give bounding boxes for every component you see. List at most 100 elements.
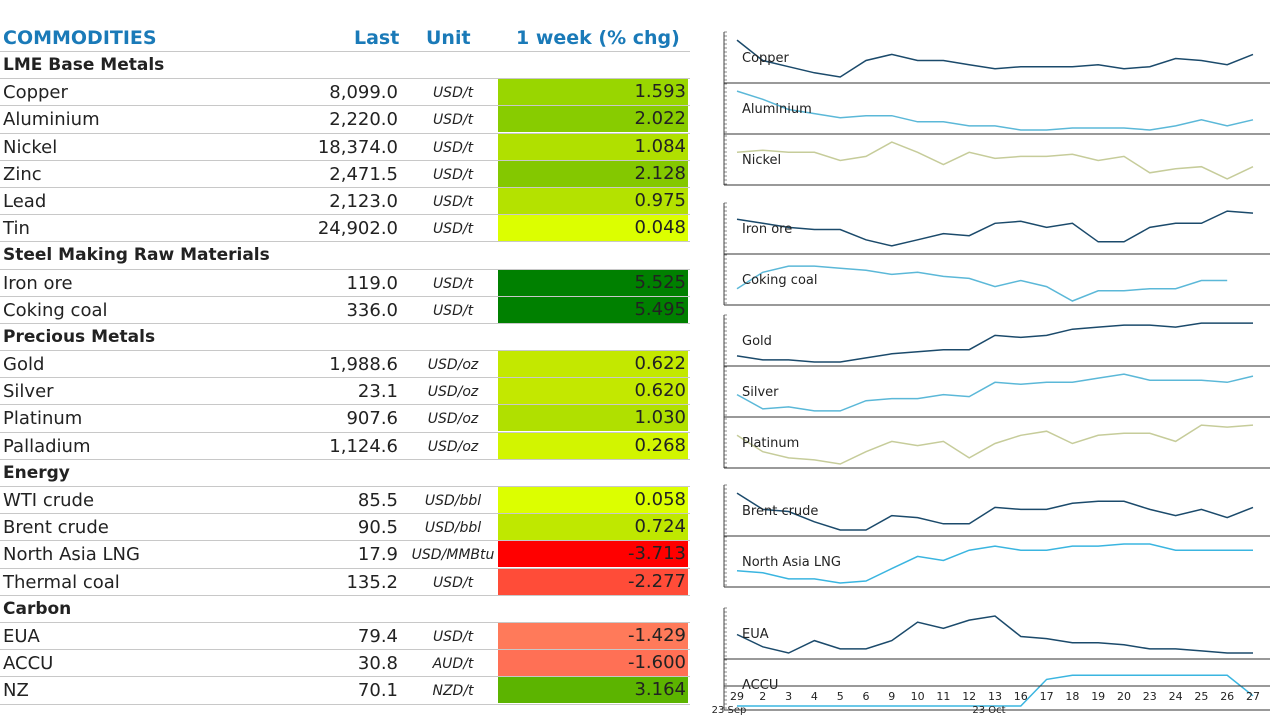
commodity-name: Lead [3, 190, 47, 212]
last-price: 70.1 [357, 680, 398, 702]
x-tick-label: 4 [811, 690, 818, 703]
x-tick-label: 27 [1246, 690, 1260, 703]
commodity-name: Copper [3, 82, 68, 104]
x-tick-label: 13 [988, 690, 1002, 703]
table-row[interactable]: Aluminium 2,220.0 USD/t 2.022 [0, 106, 690, 134]
last-price: 90.5 [357, 517, 398, 539]
unit-label: USD/oz [427, 357, 479, 374]
sparkline-label: EUA [742, 627, 769, 642]
unit-label: AUD/t [432, 656, 474, 673]
table-row[interactable]: Tin 24,902.0 USD/t 0.048 [0, 215, 690, 243]
sparkline-label: Silver [742, 385, 779, 400]
category-label: Energy [3, 462, 70, 483]
category-row: LME Base Metals [0, 52, 690, 80]
table-row[interactable]: North Asia LNG 17.9 USD/MMBtu -3.713 [0, 541, 690, 569]
change-cell: 3.164 [498, 677, 688, 704]
commodity-name: WTI crude [3, 490, 95, 511]
last-price: 2,123.0 [329, 190, 398, 212]
last-price: 23.1 [357, 381, 398, 403]
unit-label: USD/t [432, 221, 474, 238]
unit-label: USD/t [432, 574, 474, 591]
table-row[interactable]: Lead 2,123.0 USD/t 0.975 [0, 187, 690, 216]
commodity-name: NZ [3, 680, 29, 702]
last-price: 79.4 [357, 625, 398, 647]
last-price: 119.0 [346, 272, 398, 294]
change-cell: 1.030 [498, 405, 688, 432]
last-price: 1,124.6 [329, 435, 398, 457]
table-row[interactable]: Silver 23.1 USD/oz 0.620 [0, 378, 690, 406]
category-label: LME Base Metals [3, 55, 165, 75]
table-row[interactable]: Thermal coal 135.2 USD/t -2.277 [0, 568, 690, 596]
change-cell: 0.724 [498, 514, 688, 541]
last-price: 336.0 [346, 299, 398, 321]
commodity-name: Platinum [3, 408, 83, 430]
last-price: 2,220.0 [329, 109, 398, 131]
sparkline-label: Nickel [742, 153, 781, 168]
category-row: Carbon [0, 596, 690, 623]
commodities-table: COMMODITIES Last Unit 1 week (% chg) LME… [0, 24, 690, 705]
change-cell: 0.622 [498, 351, 688, 378]
change-cell: 5.495 [498, 296, 688, 323]
table-row[interactable]: Coking coal 336.0 USD/t 5.495 [0, 296, 690, 324]
unit-label: USD/oz [427, 384, 479, 401]
unit-label: NZD/t [432, 683, 474, 700]
table-row[interactable]: Copper 8,099.0 USD/t 1.593 [0, 79, 690, 107]
commodity-name: Palladium [3, 435, 91, 457]
sparkline-gold [736, 322, 1253, 363]
last-price: 24,902.0 [317, 218, 398, 240]
sparkline-brent-crude [736, 492, 1254, 531]
x-tick-label: 2 [759, 690, 766, 703]
sparkline-accu [737, 674, 1254, 707]
table-row[interactable]: EUA 79.4 USD/t -1.429 [0, 622, 690, 651]
sparkline-copper [736, 39, 1254, 78]
table-row[interactable]: Gold 1,988.6 USD/oz 0.622 [0, 351, 690, 379]
sparkline-nickel [736, 141, 1254, 180]
table-row[interactable]: Palladium 1,124.6 USD/oz 0.268 [0, 432, 690, 460]
category-label: Steel Making Raw Materials [3, 245, 270, 266]
unit-label: USD/t [432, 112, 474, 129]
commodity-name: Brent crude [3, 517, 109, 539]
sparkline-label: Iron ore [742, 222, 792, 237]
commodity-name: Nickel [3, 136, 58, 158]
sparkline-panel: Copper Aluminium Nickel Iron ore Coking coal… [712, 31, 1270, 716]
last-price: 18,374.0 [317, 136, 398, 158]
sparkline-iron-ore [736, 210, 1254, 247]
x-tick-label: 29 [730, 690, 744, 703]
x-tick-label: 20 [1117, 690, 1131, 703]
table-row[interactable]: ACCU 30.8 AUD/t -1.600 [0, 650, 690, 678]
x-tick-label: 10 [911, 690, 925, 703]
table-row[interactable]: Nickel 18,374.0 USD/t 1.084 [0, 133, 690, 161]
change-cell: 1.084 [498, 133, 688, 160]
table-row[interactable]: Iron ore 119.0 USD/t 5.525 [0, 269, 690, 297]
table-title: COMMODITIES [3, 27, 157, 49]
change-cell: -2.277 [498, 568, 688, 595]
table-row[interactable]: NZ 70.1 NZD/t 3.164 [0, 677, 690, 705]
sparkline-label: Coking coal [742, 273, 817, 288]
x-tick-label: 12 [962, 690, 976, 703]
table-row[interactable]: Brent crude 90.5 USD/bbl 0.724 [0, 514, 690, 542]
x-tick-label: 9 [888, 690, 895, 703]
change-cell: 5.525 [498, 269, 688, 296]
sparkline-label: Copper [742, 51, 790, 66]
table-row[interactable]: Platinum 907.6 USD/oz 1.030 [0, 405, 690, 433]
table-row[interactable]: Zinc 2,471.5 USD/t 2.128 [0, 160, 690, 188]
change-cell: -1.600 [498, 650, 688, 677]
last-price: 2,471.5 [329, 163, 398, 185]
change-cell: 0.620 [498, 378, 688, 405]
change-cell: 0.058 [498, 487, 688, 513]
commodity-name: Thermal coal [3, 571, 120, 593]
table-body: LME Base Metals Copper 8,099.0 USD/t 1.593 Al… [0, 52, 690, 705]
category-row: Energy [0, 460, 690, 487]
sparkline-aluminium [736, 90, 1254, 131]
sparkline-label: Brent crude [742, 504, 818, 519]
table-row[interactable]: WTI crude 85.5 USD/bbl 0.058 [0, 487, 690, 515]
last-price: 1,988.6 [329, 354, 398, 376]
unit-label: USD/bbl [424, 520, 482, 537]
change-cell: 2.128 [498, 160, 688, 187]
category-row: Precious Metals [0, 324, 690, 352]
commodity-name: Zinc [3, 163, 42, 185]
sparkline-eua [736, 615, 1253, 654]
category-label: Precious Metals [3, 326, 156, 347]
sparkline-label: North Asia LNG [742, 555, 841, 570]
unit-label: USD/oz [427, 411, 479, 428]
